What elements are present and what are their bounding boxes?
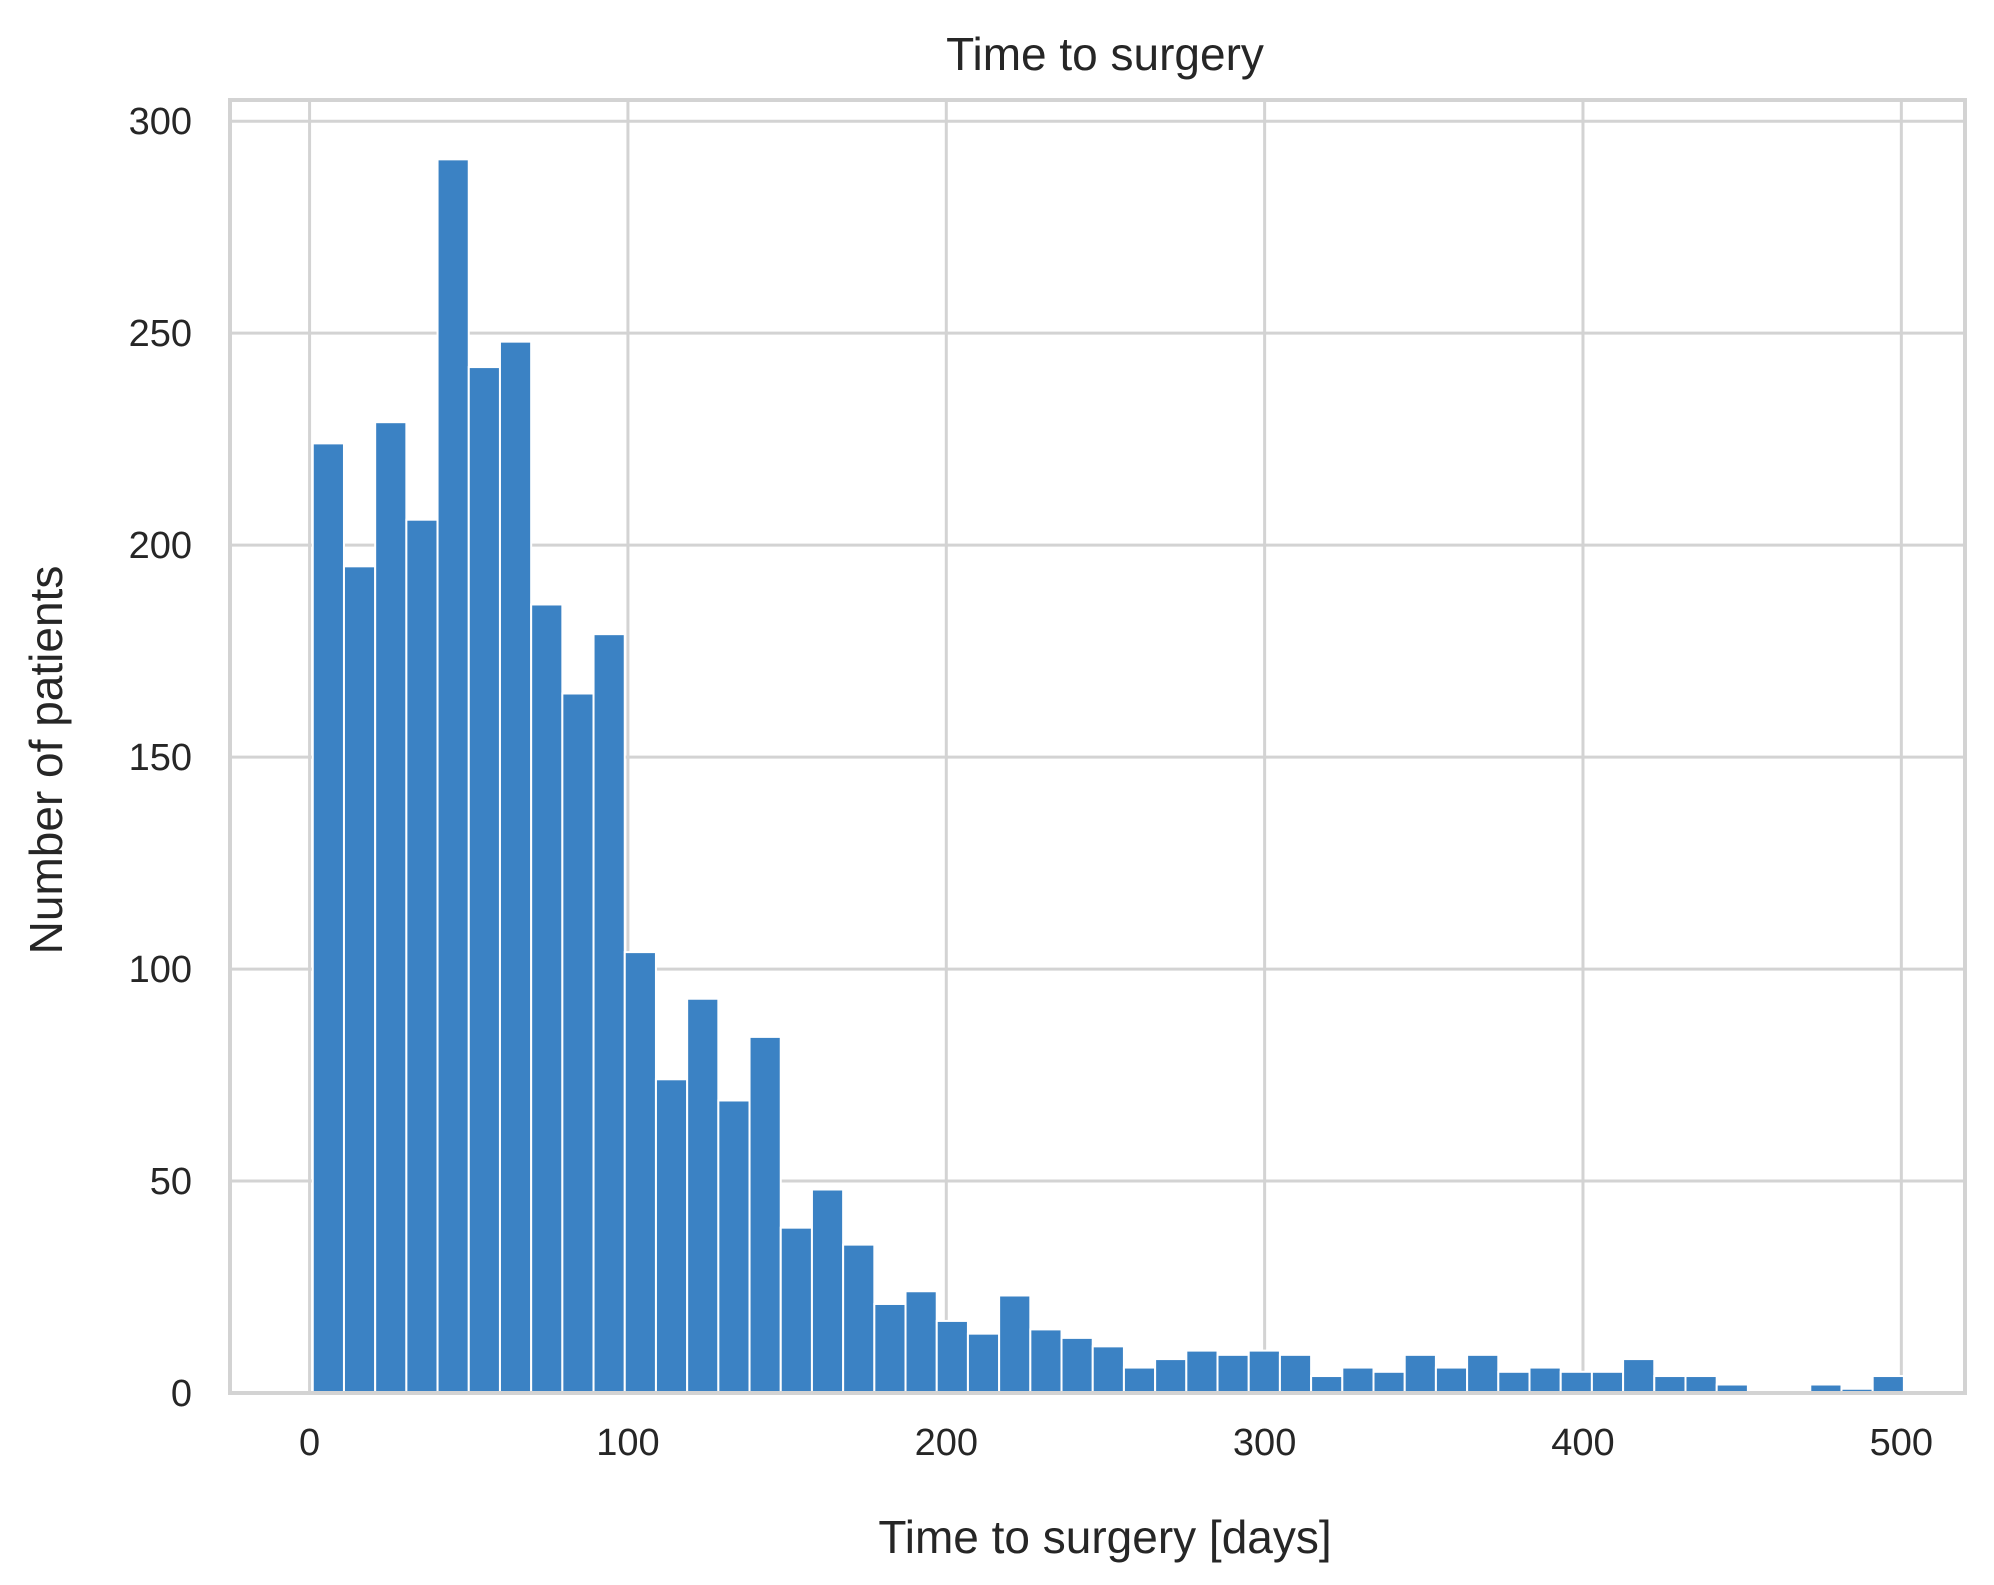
histogram-bar (748, 1035, 782, 1395)
x-tick-label: 400 (1551, 1422, 1614, 1464)
histogram-bar (1590, 1370, 1625, 1394)
y-axis-label: Number of patients (20, 566, 72, 955)
histogram-bar (1497, 1370, 1531, 1394)
histogram-bar (1559, 1370, 1593, 1394)
y-tick-label: 100 (129, 949, 192, 991)
y-tick-label: 250 (129, 313, 192, 355)
histogram-bar (966, 1332, 1001, 1394)
histogram-bar (342, 565, 377, 1394)
histogram-bar (998, 1294, 1032, 1395)
histogram-bar (1871, 1375, 1905, 1394)
x-axis-label: Time to surgery [days] (878, 1511, 1331, 1563)
histogram-bar (467, 366, 501, 1394)
histogram-bar (561, 692, 595, 1394)
y-axis-ticks: 0 50 100 150 200 250 300 (129, 101, 192, 1415)
x-axis-ticks: 0 100 200 300 400 500 (299, 1422, 1933, 1464)
histogram-bar (1622, 1358, 1656, 1394)
histogram-bar (374, 421, 408, 1394)
histogram-bar (654, 1078, 689, 1395)
histogram-bar (935, 1319, 969, 1395)
histogram-bar (530, 603, 564, 1394)
histogram-bar (1154, 1358, 1188, 1394)
histogram-bar (1528, 1366, 1562, 1395)
histogram-bar (1341, 1366, 1375, 1395)
y-tick-label: 300 (129, 101, 192, 143)
y-tick-label: 200 (129, 525, 192, 567)
histogram-bar (592, 633, 626, 1394)
histogram-bar (1466, 1353, 1500, 1395)
histogram-bar (873, 1302, 907, 1394)
plot-frame (228, 98, 1967, 1395)
histogram-bar (717, 1099, 751, 1394)
histogram-bar (623, 951, 657, 1395)
histogram-bar (1247, 1349, 1281, 1395)
histogram-bar (498, 340, 533, 1395)
histogram-bar (1060, 1336, 1094, 1395)
histogram-bar (1372, 1370, 1406, 1394)
y-tick-label: 50 (150, 1161, 192, 1203)
histogram-bar (1185, 1349, 1219, 1395)
histogram-bar (1434, 1366, 1469, 1395)
histogram-bar (1684, 1375, 1718, 1394)
x-tick-label: 100 (596, 1422, 659, 1464)
histogram-bar (405, 518, 439, 1394)
y-tick-label: 150 (129, 737, 192, 779)
y-tick-label: 0 (171, 1373, 192, 1415)
histogram-bar (1122, 1366, 1157, 1395)
histogram-bar (904, 1290, 938, 1394)
x-tick-label: 500 (1870, 1422, 1933, 1464)
histogram-bar (686, 997, 720, 1394)
x-tick-label: 200 (915, 1422, 978, 1464)
histogram-bar (311, 442, 345, 1394)
histogram-bar (842, 1243, 876, 1394)
histogram-bar (779, 1226, 813, 1394)
x-tick-label: 0 (299, 1422, 320, 1464)
histogram-bars (311, 158, 1905, 1395)
histogram-bar (436, 158, 470, 1394)
histogram-bar (1278, 1353, 1313, 1395)
histogram-bar (1403, 1353, 1437, 1395)
histogram-bar (1216, 1353, 1250, 1395)
histogram-bar (1091, 1345, 1125, 1394)
histogram-bar (810, 1188, 845, 1394)
histogram-bar (1310, 1375, 1344, 1394)
histogram-bar (1653, 1375, 1687, 1394)
x-tick-label: 300 (1233, 1422, 1296, 1464)
chart-title: Time to surgery (946, 28, 1264, 80)
histogram-bar (1029, 1328, 1063, 1394)
